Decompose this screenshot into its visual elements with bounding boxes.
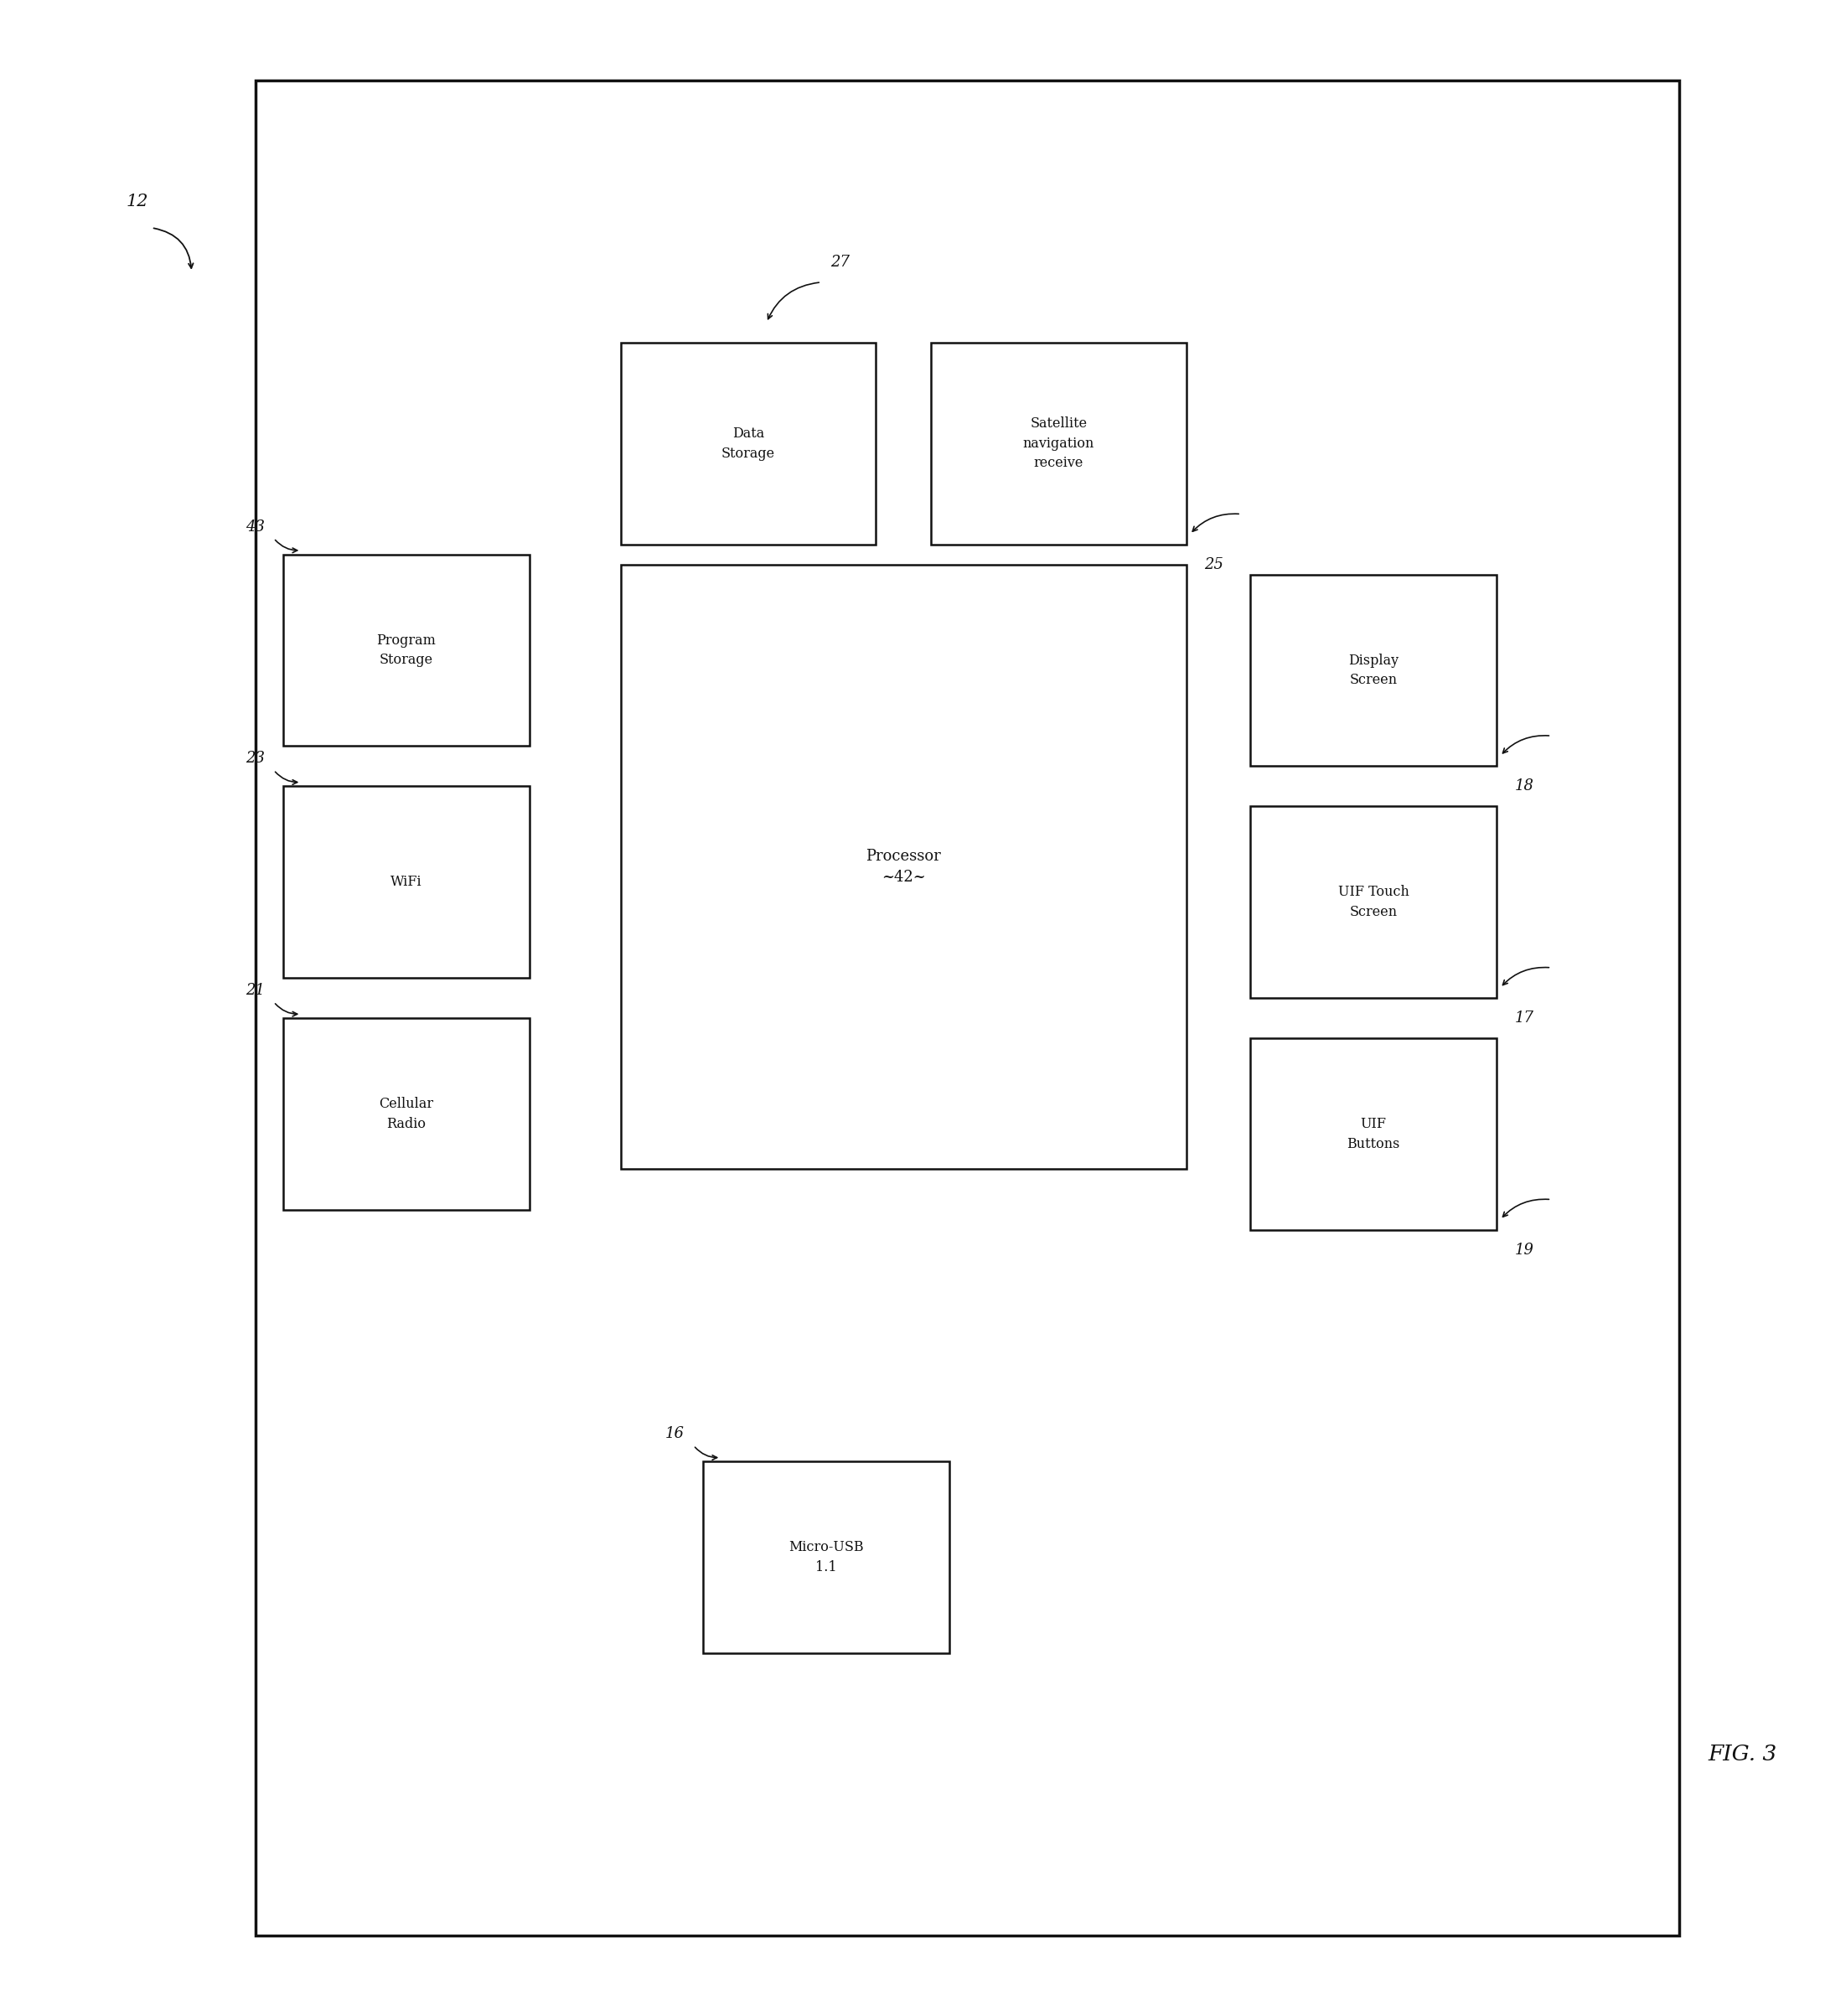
Text: Micro-USB
1.1: Micro-USB 1.1: [788, 1540, 863, 1574]
Text: Satellite
navigation
receive: Satellite navigation receive: [1022, 417, 1095, 470]
Bar: [256, 81, 1679, 1935]
Text: 21: 21: [245, 984, 265, 998]
Text: Display
Screen: Display Screen: [1349, 653, 1398, 687]
Bar: [283, 1018, 529, 1210]
Text: 43: 43: [245, 520, 265, 534]
Bar: [1250, 1038, 1496, 1230]
Text: 27: 27: [830, 254, 850, 270]
Bar: [1250, 806, 1496, 998]
Text: 23: 23: [245, 752, 265, 766]
Bar: [621, 564, 1186, 1169]
Bar: [283, 786, 529, 978]
Text: Cellular
Radio: Cellular Radio: [380, 1097, 433, 1131]
Bar: [621, 343, 876, 544]
Bar: [931, 343, 1186, 544]
Text: 17: 17: [1515, 1010, 1535, 1026]
Text: Data
Storage: Data Storage: [721, 427, 776, 460]
Text: 25: 25: [1204, 556, 1225, 573]
Bar: [703, 1462, 949, 1653]
Text: WiFi: WiFi: [391, 875, 422, 889]
Text: 19: 19: [1515, 1242, 1535, 1258]
Text: UIF
Buttons: UIF Buttons: [1347, 1117, 1400, 1151]
Text: Processor
~42~: Processor ~42~: [865, 849, 942, 885]
Text: 12: 12: [126, 194, 148, 210]
Text: 16: 16: [664, 1427, 684, 1441]
Text: UIF Touch
Screen: UIF Touch Screen: [1338, 885, 1409, 919]
Bar: [1250, 575, 1496, 766]
Text: FIG. 3: FIG. 3: [1708, 1744, 1778, 1764]
Text: Program
Storage: Program Storage: [376, 633, 436, 667]
Text: 18: 18: [1515, 778, 1535, 794]
Bar: [283, 554, 529, 746]
